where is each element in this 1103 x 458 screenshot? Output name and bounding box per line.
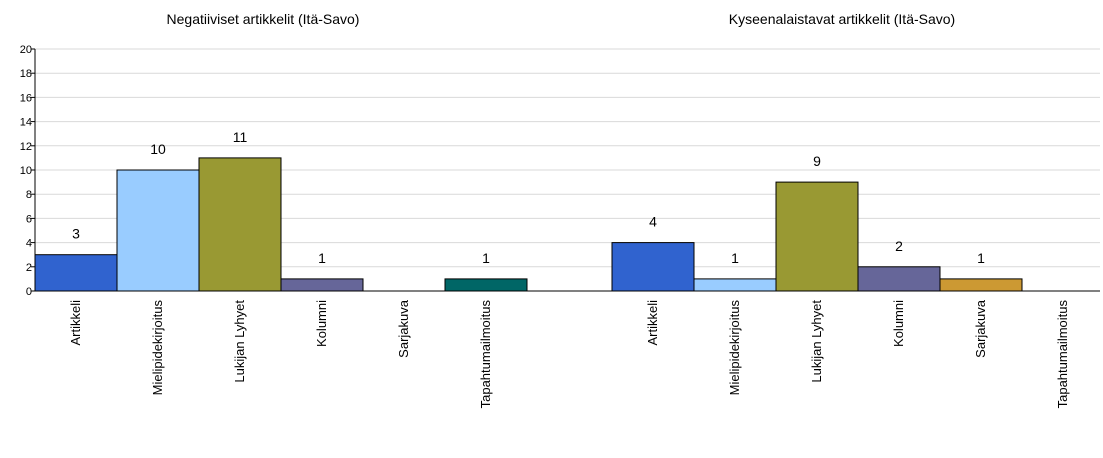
x-tick-label: Kolumni: [891, 300, 906, 347]
y-tick-label: 18: [20, 68, 32, 80]
bar: [857, 266, 941, 292]
y-tick-label: 12: [20, 141, 32, 153]
data-label: 1: [482, 250, 490, 266]
data-label: 1: [318, 250, 326, 266]
x-tick-label: Kolumni: [314, 300, 329, 347]
x-tick-label: Lukijan Lyhyet: [809, 300, 824, 383]
bar: [939, 278, 1023, 292]
bar: [198, 157, 282, 292]
y-tick-label: 2: [26, 262, 32, 274]
data-label: 4: [649, 214, 657, 230]
x-tick-label: Mielipidekirjoitus: [150, 300, 165, 396]
x-tick-label: Tapahtumailmoitus: [478, 300, 493, 409]
data-label: 10: [150, 141, 166, 157]
y-tick-label: 0: [26, 286, 32, 298]
chart-title: Negatiiviset artikkelit (Itä-Savo): [167, 11, 360, 27]
data-label: 1: [731, 250, 739, 266]
data-label: 1: [977, 250, 985, 266]
data-label: 9: [813, 153, 821, 169]
bar: [693, 278, 777, 292]
x-tick-label: Tapahtumailmoitus: [1055, 300, 1070, 409]
y-tick-label: 16: [20, 92, 32, 104]
y-tick-label: 6: [26, 213, 32, 225]
x-tick-label: Artikkeli: [68, 300, 83, 346]
bar: [444, 278, 528, 292]
x-tick-label: Mielipidekirjoitus: [727, 300, 742, 396]
bar-layer: [34, 157, 1023, 292]
data-label: 2: [895, 238, 903, 254]
y-tick-label: 8: [26, 189, 32, 201]
chart-title: Kyseenalaistavat artikkelit (Itä-Savo): [729, 11, 955, 27]
x-tick-label: Sarjakuva: [396, 299, 411, 358]
x-tick-label: Sarjakuva: [973, 299, 988, 358]
data-label: 11: [233, 129, 248, 145]
data-label: 3: [72, 226, 80, 242]
bar: [611, 242, 695, 292]
y-tick-label: 4: [26, 238, 32, 250]
axis-layer: [31, 48, 1100, 292]
bar: [34, 254, 118, 292]
bar: [116, 169, 200, 292]
y-tick-label: 14: [20, 117, 32, 129]
bar: [280, 278, 364, 292]
y-tick-label: 10: [20, 165, 32, 177]
y-tick-label: 20: [20, 44, 32, 56]
x-tick-label: Artikkeli: [645, 300, 660, 346]
x-tick-label: Lukijan Lyhyet: [232, 300, 247, 383]
bar: [775, 181, 859, 292]
